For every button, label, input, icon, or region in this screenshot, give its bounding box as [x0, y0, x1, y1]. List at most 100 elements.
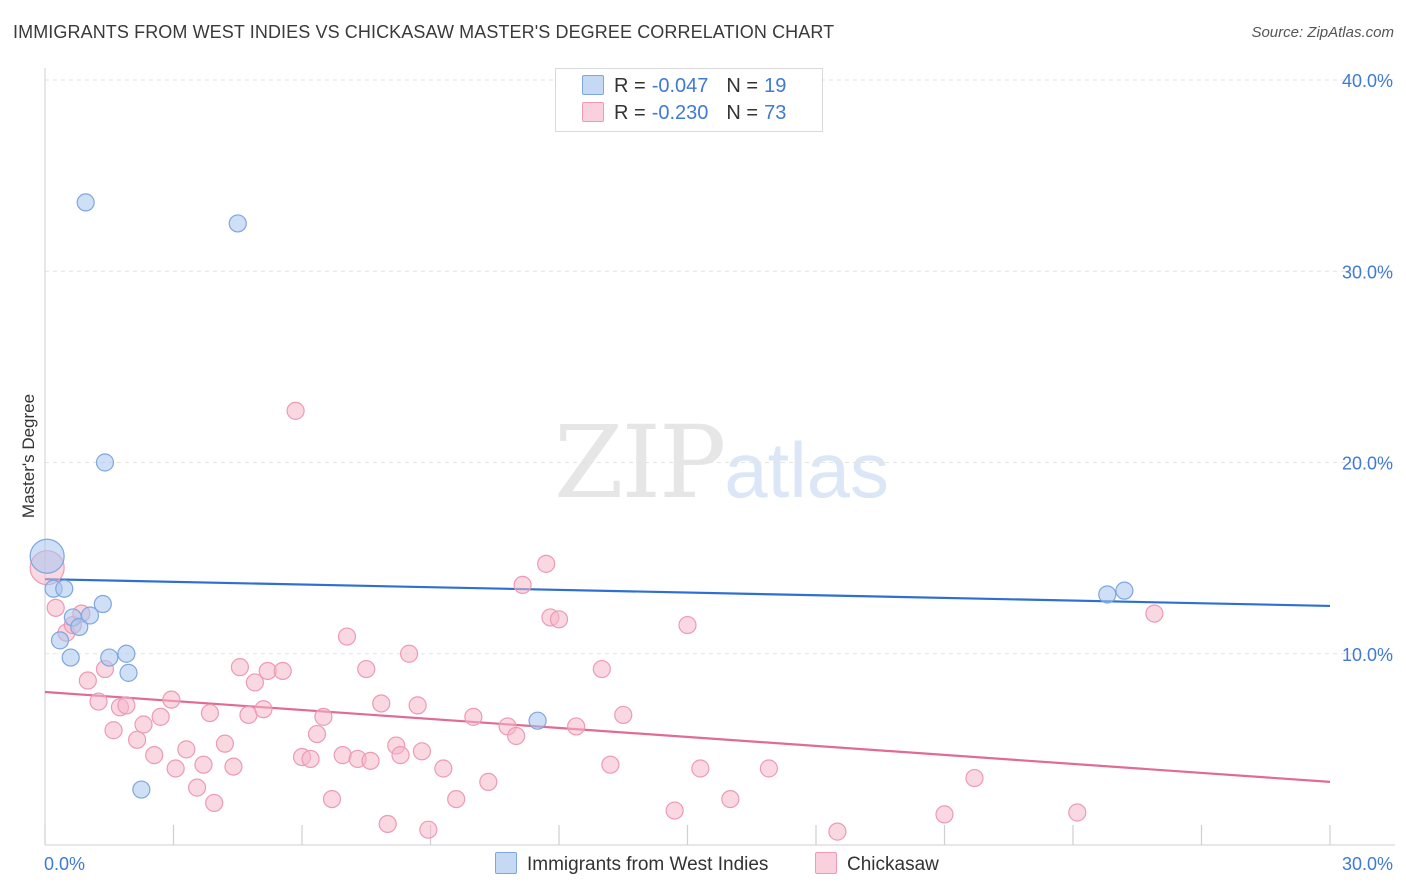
point-chickasaw — [89, 692, 108, 711]
point-chickasaw — [378, 814, 397, 834]
point-chickasaw — [224, 757, 243, 776]
point-chickasaw — [567, 717, 586, 736]
legend-r-label: R = — [614, 75, 646, 97]
point-chickasaw — [614, 705, 633, 725]
point-chickasaw — [145, 746, 164, 765]
trend-line-west-indies — [44, 578, 1331, 608]
point-chickasaw — [479, 772, 498, 791]
stats-legend: R = -0.047 N = 19 R = -0.230 N = 73 — [555, 68, 823, 132]
grid-lines — [45, 79, 1395, 655]
point-chickasaw — [127, 730, 147, 749]
trend-lines — [44, 578, 1331, 783]
point-west-indies — [228, 214, 247, 233]
legend-n-label: N = — [726, 102, 759, 124]
point-west-indies — [100, 648, 119, 667]
point-chickasaw — [419, 820, 438, 839]
point-west-indies — [95, 453, 115, 472]
point-chickasaw — [513, 575, 532, 595]
source-label: Source: ZipAtlas.com — [1251, 24, 1394, 41]
legend-row-chickasaw: R = -0.230 N = 73 — [582, 102, 786, 126]
point-chickasaw — [314, 707, 333, 726]
chart-title: IMMIGRANTS FROM WEST INDIES VS CHICKASAW… — [13, 22, 835, 42]
point-west-indies — [29, 538, 65, 574]
point-chickasaw — [151, 707, 170, 726]
legend-n-value: 73 — [764, 102, 787, 124]
point-chickasaw — [177, 740, 196, 759]
point-chickasaw — [507, 726, 526, 746]
point-chickasaw — [1145, 604, 1164, 623]
y-tick-label: 40.0% — [1342, 71, 1393, 91]
point-chickasaw — [200, 703, 220, 723]
point-chickasaw — [162, 690, 181, 709]
point-chickasaw — [592, 659, 611, 679]
point-west-indies — [117, 644, 136, 663]
point-chickasaw — [665, 801, 684, 820]
point-chickasaw — [549, 610, 569, 629]
point-west-indies — [119, 663, 138, 682]
y-axis-title: Master's Degree — [19, 394, 38, 518]
point-chickasaw — [721, 789, 740, 809]
point-chickasaw — [307, 724, 327, 744]
y-tick-label: 20.0% — [1342, 454, 1393, 474]
point-chickasaw — [391, 746, 410, 765]
point-chickasaw — [399, 644, 419, 663]
point-chickasaw — [434, 759, 453, 778]
point-chickasaw — [245, 673, 264, 692]
point-chickasaw — [166, 759, 185, 778]
point-chickasaw — [194, 755, 213, 774]
point-chickasaw — [965, 768, 984, 788]
point-chickasaw — [828, 822, 847, 841]
x-tick-label: 0.0% — [44, 854, 85, 874]
bottom-legend-label-chickasaw: Chickasaw — [847, 854, 939, 875]
point-chickasaw — [273, 661, 292, 681]
point-chickasaw — [117, 696, 136, 715]
point-chickasaw — [935, 805, 954, 824]
point-chickasaw — [357, 659, 376, 679]
legend-r-value: -0.230 — [651, 102, 709, 124]
point-chickasaw — [46, 598, 65, 617]
point-west-indies — [1098, 585, 1117, 604]
bottom-legend-swatch-west-indies — [495, 852, 517, 874]
bottom-legend-chickasaw: Chickasaw — [815, 852, 939, 876]
watermark-atlas: atlas — [724, 426, 890, 514]
data-points — [29, 193, 1164, 841]
point-west-indies — [55, 579, 74, 598]
point-chickasaw — [408, 696, 427, 715]
point-chickasaw — [205, 793, 224, 813]
point-chickasaw — [537, 554, 556, 573]
y-tick-label: 30.0% — [1342, 262, 1393, 282]
point-west-indies — [70, 617, 89, 637]
point-west-indies — [93, 594, 112, 614]
point-west-indies — [76, 193, 95, 212]
legend-swatch-west-indies — [582, 75, 604, 95]
point-chickasaw — [337, 627, 357, 646]
point-chickasaw — [1068, 803, 1087, 822]
y-tick-label: 10.0% — [1342, 645, 1393, 665]
legend-n-value: 19 — [764, 75, 787, 97]
axis-labels: 10.0% 20.0% 30.0% 40.0% 0.0% 30.0% Master's De… — [19, 71, 1393, 874]
bottom-legend-west-indies: Immigrants from West Indies — [495, 852, 768, 876]
point-chickasaw — [333, 746, 352, 765]
x-tick-label: 30.0% — [1342, 854, 1393, 874]
legend-row-west-indies: R = -0.047 N = 19 — [582, 75, 786, 99]
point-chickasaw — [412, 742, 432, 761]
point-chickasaw — [78, 671, 97, 690]
point-chickasaw — [678, 615, 697, 635]
point-chickasaw — [215, 734, 234, 753]
point-west-indies — [132, 780, 151, 799]
point-chickasaw — [301, 749, 320, 769]
point-west-indies — [528, 711, 547, 730]
legend-swatch-chickasaw — [582, 102, 604, 122]
point-west-indies — [1115, 581, 1134, 600]
point-chickasaw — [447, 789, 466, 809]
point-chickasaw — [230, 658, 249, 677]
point-chickasaw — [464, 707, 483, 726]
axes — [44, 68, 1395, 846]
bottom-legend-label-west-indies: Immigrants from West Indies — [527, 854, 769, 875]
point-chickasaw — [372, 694, 391, 713]
point-chickasaw — [322, 789, 342, 809]
point-west-indies — [80, 606, 100, 625]
point-chickasaw — [254, 700, 273, 719]
legend-r-label: R = — [614, 102, 646, 124]
